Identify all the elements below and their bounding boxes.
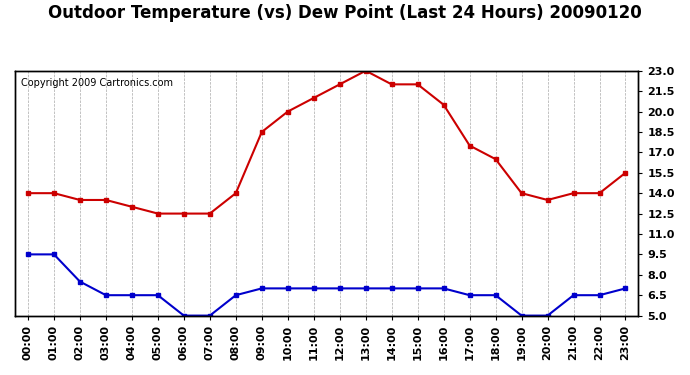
Text: Copyright 2009 Cartronics.com: Copyright 2009 Cartronics.com — [21, 78, 173, 88]
Text: Outdoor Temperature (vs) Dew Point (Last 24 Hours) 20090120: Outdoor Temperature (vs) Dew Point (Last… — [48, 4, 642, 22]
